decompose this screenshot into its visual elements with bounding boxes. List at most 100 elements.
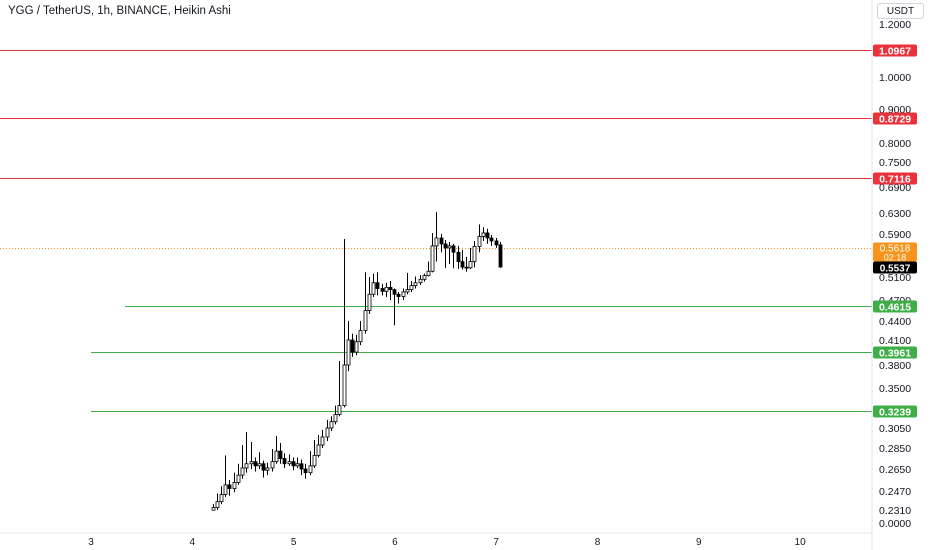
- currency-button[interactable]: USDT: [877, 3, 924, 19]
- candle-body: [215, 501, 220, 509]
- candle-body: [236, 474, 241, 483]
- price-tick-label: 1.2000: [879, 19, 911, 31]
- price-tick-label: 0.2470: [879, 486, 911, 498]
- candle-body: [401, 291, 406, 297]
- time-tick-label: 8: [595, 537, 601, 548]
- price-tick-label: 0.2650: [879, 464, 911, 476]
- current-price-badge: 0.5537: [880, 264, 911, 275]
- candle-body: [342, 364, 347, 407]
- support-badge-bg: [873, 300, 917, 313]
- price-tick-label: 0.4100: [879, 335, 911, 347]
- candle-body: [358, 330, 363, 343]
- candle-body: [303, 468, 308, 474]
- chart-title: YGG / TetherUS, 1h, BINANCE, Heikin Ashi: [8, 5, 231, 17]
- price-tick-label: 0.0000: [879, 518, 911, 530]
- candle-body: [375, 282, 380, 289]
- candle-body: [409, 285, 414, 291]
- candle-body: [346, 339, 351, 366]
- price-tick-label: 0.6300: [879, 208, 911, 220]
- candle-body: [278, 450, 283, 459]
- candle-body: [265, 467, 270, 471]
- candle-body: [320, 436, 325, 446]
- candle-body: [337, 405, 342, 415]
- candle-body: [384, 286, 389, 292]
- candle-body: [367, 293, 372, 311]
- candles: [211, 212, 503, 511]
- candle-body: [329, 421, 334, 429]
- candle-body: [439, 237, 444, 245]
- candle-body: [287, 461, 292, 465]
- support-badge: 0.3239: [879, 407, 911, 419]
- candle-body: [396, 293, 401, 297]
- price-tick-label: 0.2310: [879, 505, 911, 517]
- candle-body: [472, 246, 477, 263]
- candle-body: [380, 288, 385, 292]
- candle-body: [485, 232, 490, 239]
- candle-body: [261, 463, 266, 471]
- candle-body: [451, 245, 456, 253]
- resistance-badge: 0.8729: [879, 114, 911, 126]
- candle-body: [316, 444, 321, 456]
- last-price-badge-bg: [873, 242, 917, 262]
- price-axis[interactable]: 1.20001.00000.90000.80000.75000.69000.63…: [879, 19, 911, 530]
- candle-body: [299, 463, 304, 470]
- candle-body: [392, 289, 397, 295]
- time-tick-label: 10: [795, 537, 807, 548]
- candle-body: [460, 261, 465, 268]
- candle-body: [244, 463, 249, 469]
- time-tick-label: 4: [190, 537, 196, 548]
- candle-body: [363, 310, 368, 331]
- resistance-badge-bg: [873, 172, 917, 185]
- price-tick-label: 0.4400: [879, 316, 911, 328]
- time-tick-label: 9: [696, 537, 702, 548]
- candle-body: [494, 240, 499, 246]
- candle-body: [219, 494, 224, 503]
- candle-body: [253, 461, 258, 467]
- candle-body: [413, 282, 418, 287]
- level-lines: [0, 50, 872, 412]
- candle-body: [434, 237, 439, 247]
- resistance-badge-bg: [873, 44, 917, 57]
- candle-body: [388, 286, 393, 291]
- candle-body: [308, 465, 313, 474]
- candle-body: [325, 427, 330, 438]
- resistance-badge: 1.0967: [879, 46, 911, 58]
- support-badge-bg: [873, 405, 917, 418]
- price-tick-label: 0.3500: [879, 383, 911, 395]
- candle-body: [468, 261, 473, 269]
- candle-body: [481, 232, 486, 237]
- candle-body: [443, 243, 448, 249]
- candle-body: [350, 339, 355, 353]
- candle-body: [371, 282, 376, 295]
- candle-body: [354, 341, 359, 353]
- current-price-badge-bg: [873, 261, 917, 274]
- price-tick-label: 0.2850: [879, 443, 911, 455]
- support-badge: 0.3961: [879, 348, 911, 360]
- support-badge-bg: [873, 346, 917, 359]
- time-tick-label: 6: [392, 537, 398, 548]
- candle-body: [312, 454, 317, 467]
- price-tick-label: 1.0000: [879, 72, 911, 84]
- countdown-timer: 02:18: [884, 253, 907, 263]
- candle-body: [464, 266, 469, 269]
- candle-body: [249, 461, 254, 465]
- candle-body: [422, 275, 427, 280]
- candle-body: [489, 237, 494, 242]
- candle-body: [447, 245, 452, 249]
- candle-body: [240, 467, 245, 476]
- time-tick-label: 7: [493, 537, 499, 548]
- candle-body: [426, 270, 431, 277]
- price-tick-label: 0.7500: [879, 157, 911, 169]
- candle-body: [291, 461, 296, 467]
- time-axis[interactable]: 3 4 5 6 7 8 9 10: [88, 537, 806, 548]
- candle-body: [477, 236, 482, 247]
- last-price-badge: 0.5618: [880, 244, 911, 255]
- candle-body: [227, 484, 232, 489]
- candle-body: [223, 484, 228, 495]
- candle-body: [405, 289, 410, 293]
- candle-body: [418, 278, 423, 284]
- candle-body: [211, 507, 216, 511]
- time-tick-label: 5: [291, 537, 297, 548]
- candle-body: [270, 461, 275, 469]
